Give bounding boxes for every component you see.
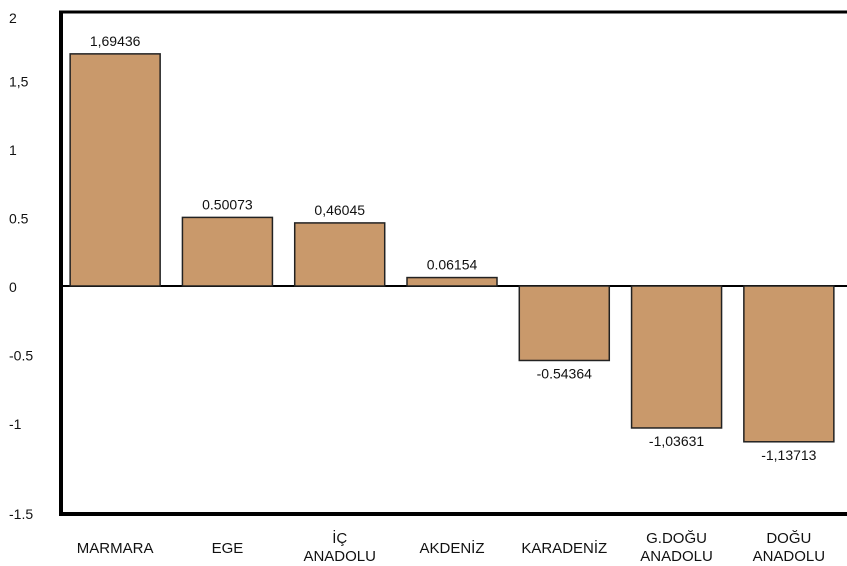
bar <box>518 285 611 362</box>
data-label: -1,03631 <box>649 433 704 449</box>
category-label: KARADENİZ <box>521 539 607 557</box>
data-label: 1,69436 <box>90 33 141 49</box>
bar <box>630 285 723 429</box>
category-label: ANADOLU <box>303 548 376 565</box>
data-label: 0,46045 <box>314 202 365 218</box>
y-tick-label: 1,5 <box>9 74 29 90</box>
y-tick-label: -1 <box>9 416 22 432</box>
category-label: G.DOĞU <box>646 530 707 547</box>
category-label: AKDENİZ <box>419 539 484 557</box>
y-tick-label: 1 <box>9 142 17 158</box>
category-label: ANADOLU <box>753 548 826 565</box>
y-tick-label: -1.5 <box>9 506 33 522</box>
category-label: MARMARA <box>77 540 154 557</box>
y-tick-label: 0 <box>9 279 17 295</box>
category-label: ANADOLU <box>640 548 713 565</box>
y-tick-label: -0.5 <box>9 348 33 364</box>
bar <box>69 53 161 287</box>
data-label: 0.06154 <box>427 257 478 273</box>
bar <box>743 285 835 443</box>
data-label: -1,13713 <box>761 447 816 463</box>
category-label: EGE <box>212 540 244 557</box>
y-tick-label: 2 <box>9 10 17 26</box>
bar <box>181 216 274 287</box>
bar <box>293 222 386 287</box>
y-tick-label: 0.5 <box>9 211 29 227</box>
bar <box>406 276 498 287</box>
data-label: 0.50073 <box>202 196 253 212</box>
category-label: İÇ <box>332 529 347 547</box>
data-label: -0.54364 <box>537 365 592 381</box>
category-label: DOĞU <box>766 530 811 547</box>
